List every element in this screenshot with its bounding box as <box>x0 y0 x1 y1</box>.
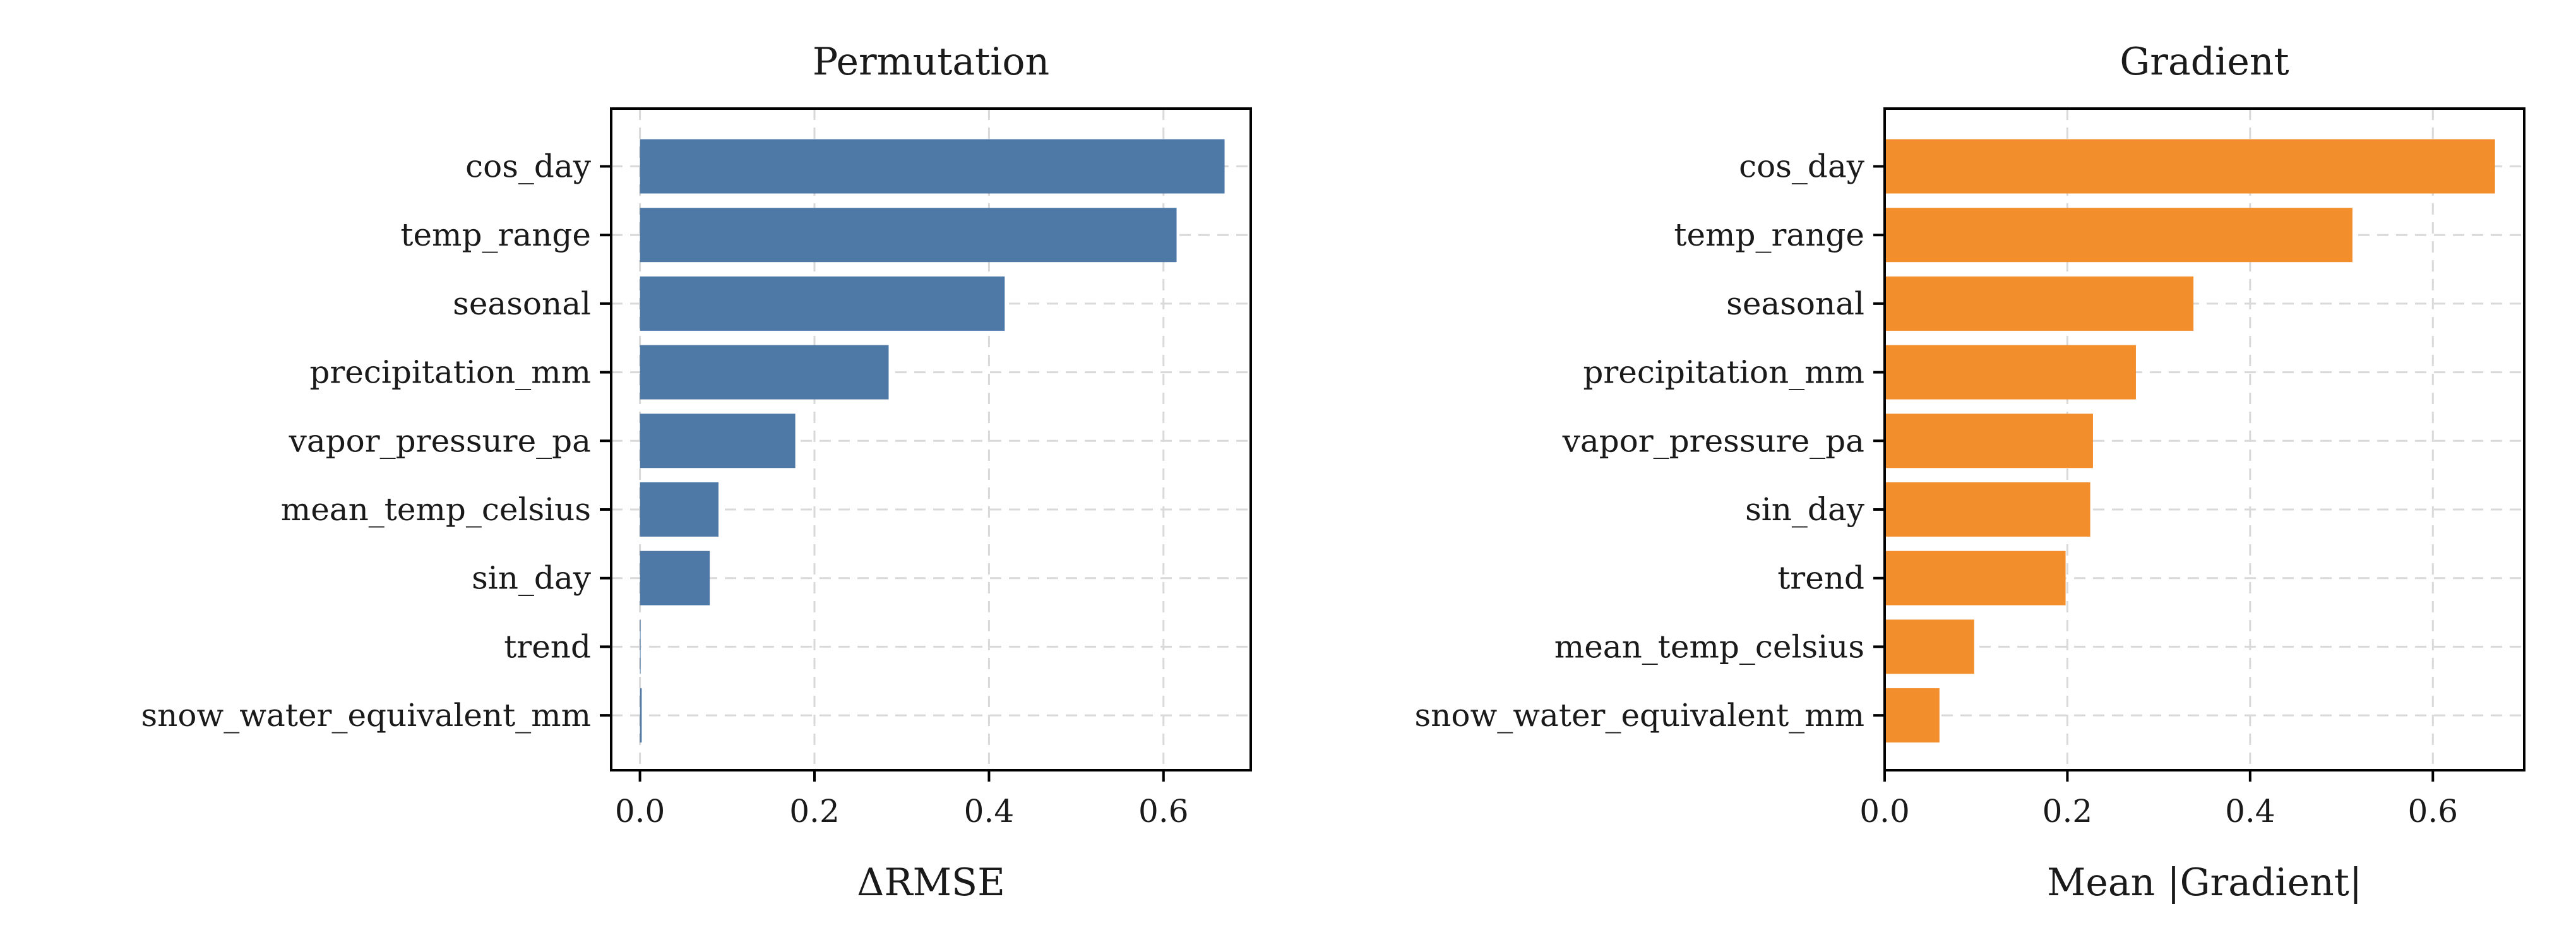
y-tick-label: trend <box>504 628 591 665</box>
bar-snow-water-equivalent-mm <box>1885 688 1940 743</box>
bar-temp-range <box>640 208 1177 263</box>
y-tick-label: mean_temp_celsius <box>281 491 591 528</box>
x-tick-label: 0.4 <box>2225 793 2275 830</box>
y-tick-label: precipitation_mm <box>309 354 591 391</box>
x-tick-label: 0.4 <box>964 793 1015 830</box>
permutation-chart: Permutation cos_day temp_range seasonal pre… <box>141 40 1252 905</box>
plot-frame <box>1883 107 2525 771</box>
x-tick-label: 0.6 <box>2408 793 2459 830</box>
x-axis-ticks: 0.0 0.2 0.4 0.6 <box>1859 770 2458 830</box>
x-tick-label: 0.2 <box>789 793 840 830</box>
y-tick-label: vapor_pressure_pa <box>289 422 591 459</box>
y-tick-label: cos_day <box>465 148 592 185</box>
x-tick-label: 0.6 <box>1138 793 1189 830</box>
y-tick-label: snow_water_equivalent_mm <box>141 697 592 734</box>
bar-precipitation-mm <box>1885 345 2136 400</box>
y-axis-ticks: cos_day temp_range seasonal precipitation_m… <box>1415 148 1885 734</box>
chart-title: Gradient <box>2120 40 2289 84</box>
bar-cos-day <box>640 139 1225 194</box>
bar-vapor-pressure-pa <box>1885 414 2093 468</box>
x-axis-ticks: 0.0 0.2 0.4 0.6 <box>615 770 1189 830</box>
bar-precipitation-mm <box>640 345 889 400</box>
bar-mean-temp-celsius <box>1885 619 1974 674</box>
bars <box>1885 139 2495 743</box>
bar-sin-day <box>1885 482 2090 537</box>
x-axis-label: ΔRMSE <box>857 861 1005 905</box>
bar-mean-temp-celsius <box>640 482 719 537</box>
y-tick-label: sin_day <box>472 560 592 597</box>
bar-sin-day <box>640 551 710 605</box>
gradient-chart: Gradient cos_day temp_range seasonal precip… <box>1415 40 2525 905</box>
x-axis-label: Mean |Gradient| <box>2047 861 2362 905</box>
y-tick-label: temp_range <box>400 217 591 253</box>
bar-trend <box>1885 551 2066 605</box>
bar-temp-range <box>1885 208 2352 263</box>
y-axis-ticks: cos_day temp_range seasonal precipitation_m… <box>141 148 611 734</box>
y-tick-label: cos_day <box>1739 148 1865 185</box>
bar-seasonal <box>640 276 1005 331</box>
bar-seasonal <box>1885 276 2194 331</box>
y-tick-label: seasonal <box>453 285 591 322</box>
x-tick-label: 0.0 <box>615 793 665 830</box>
bars <box>640 139 1225 743</box>
bar-vapor-pressure-pa <box>640 414 796 468</box>
bar-trend <box>640 619 641 674</box>
plot-frame <box>610 107 1252 771</box>
y-tick-label: snow_water_equivalent_mm <box>1415 697 1865 734</box>
y-tick-label: temp_range <box>1674 217 1864 253</box>
y-tick-label: precipitation_mm <box>1583 354 1864 391</box>
x-tick-label: 0.0 <box>1859 793 1910 830</box>
y-tick-label: seasonal <box>1726 285 1864 322</box>
bar-snow-water-equivalent-mm <box>640 688 642 743</box>
y-tick-label: sin_day <box>1745 491 1865 528</box>
chart-title: Permutation <box>813 40 1049 84</box>
y-tick-label: mean_temp_celsius <box>1554 628 1864 665</box>
x-tick-label: 0.2 <box>2042 793 2093 830</box>
y-tick-label: vapor_pressure_pa <box>1562 422 1864 459</box>
y-tick-label: trend <box>1777 560 1864 597</box>
bar-cos-day <box>1885 139 2495 194</box>
